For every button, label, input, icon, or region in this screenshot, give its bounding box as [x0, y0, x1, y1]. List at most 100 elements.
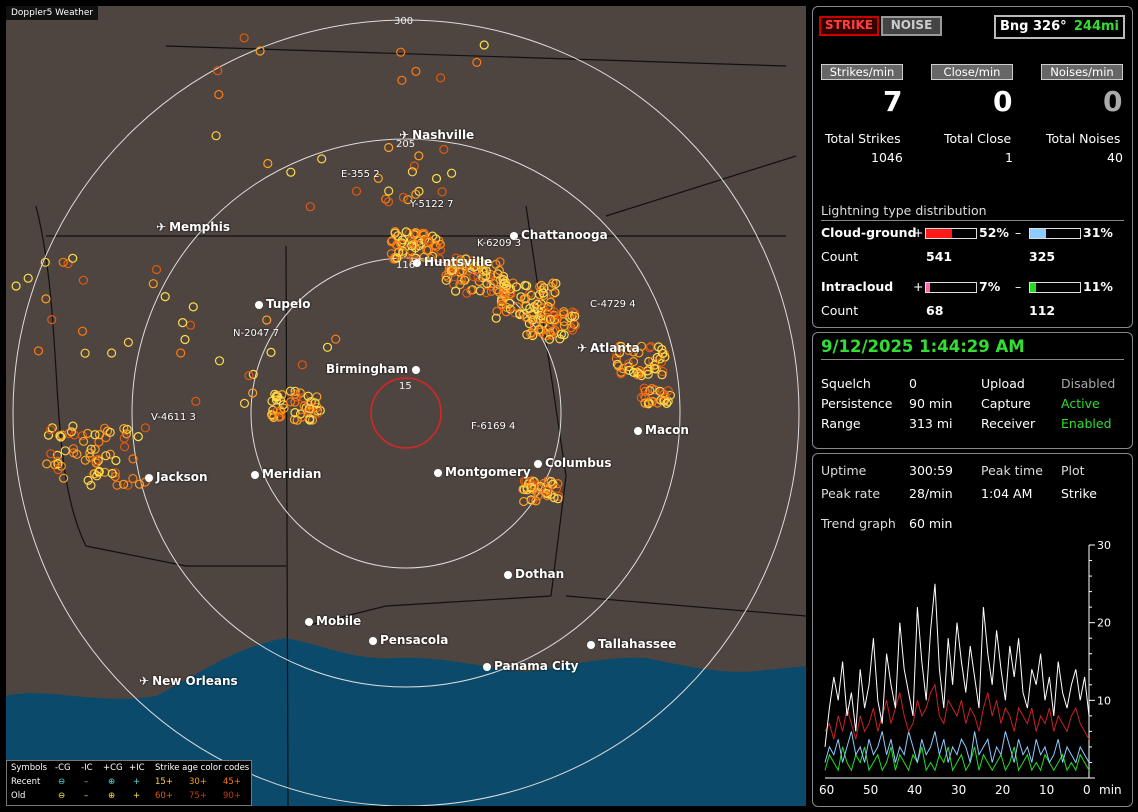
storm-cell-label[interactable]: V-4611 3: [151, 412, 196, 423]
x-unit-label: min: [1099, 783, 1122, 797]
strike-marker: [538, 288, 548, 298]
map-canvas: [6, 19, 806, 806]
strike-marker: [559, 309, 569, 319]
strike-marker: [399, 249, 410, 259]
strike-marker: [239, 398, 250, 408]
strike-marker: [263, 158, 273, 169]
strike-marker: [11, 281, 21, 291]
strike-marker: [47, 423, 57, 433]
neg-cg-symbol: ⊖: [58, 777, 66, 787]
plot-value[interactable]: Strike: [1061, 486, 1097, 501]
storm-cell-label[interactable]: N-2047 7: [233, 328, 280, 339]
close-per-min-value: 0: [993, 85, 1013, 118]
bearing-distance: 244mi: [1073, 19, 1119, 34]
strike-marker: [392, 253, 402, 263]
strike-marker: [273, 391, 283, 401]
strike-marker: [303, 391, 313, 401]
cg-positive-bar: [925, 228, 977, 239]
range-ring-label: 116: [396, 260, 416, 271]
y-tick-label: 20: [1097, 617, 1111, 630]
storm-cell-label[interactable]: F-6169 4: [471, 421, 516, 432]
strike-marker: [128, 454, 138, 464]
strike-marker: [427, 231, 438, 241]
strike-marker: [417, 229, 427, 239]
strike-marker: [658, 348, 668, 358]
strike-marker: [657, 370, 667, 380]
strike-marker: [93, 456, 103, 466]
storm-cell-label[interactable]: Y-5122 7: [410, 199, 454, 210]
bearing-label: Bng 326°: [1000, 19, 1067, 34]
strike-marker: [510, 308, 520, 318]
pos-cg-symbol: ⊕: [108, 777, 116, 787]
strike-marker: [151, 264, 162, 275]
ic-negative-pct: 11%: [1083, 279, 1113, 294]
strike-marker: [544, 334, 555, 344]
legend-old-label: Old: [11, 791, 26, 801]
strikes-per-min-header[interactable]: Strikes/min: [821, 64, 903, 80]
strike-marker: [191, 396, 201, 406]
strike-marker: [475, 286, 485, 296]
strike-marker: [64, 428, 74, 439]
ic-count-label: Count: [821, 303, 859, 318]
status-panel: 9/12/2025 1:44:29 AM Squelch 0 Upload Di…: [812, 332, 1133, 449]
strike-marker: [123, 337, 134, 347]
total-close-value: 1: [1005, 150, 1013, 165]
trend-graph-value[interactable]: 60 min: [909, 516, 953, 531]
lightning-map[interactable]: Doppler5 Weather 300 205 116 15 ✈ Nashvil…: [6, 6, 806, 806]
x-tick-label: 0: [1083, 783, 1091, 797]
strike-marker: [528, 330, 538, 341]
age-code: 30+: [189, 777, 207, 787]
city-nashville: ✈ Nashville: [399, 128, 475, 142]
legend-col: +CG: [103, 763, 123, 773]
strike-marker: [285, 397, 296, 407]
strike-button[interactable]: STRIKE: [819, 16, 879, 36]
strike-marker: [381, 194, 391, 204]
city-memphis: ✈ Memphis: [156, 220, 231, 234]
noises-per-min-header[interactable]: Noises/min: [1041, 64, 1123, 80]
strike-marker: [66, 427, 77, 437]
strike-marker: [519, 294, 529, 304]
strike-marker: [53, 465, 63, 475]
ic-negative-bar: [1029, 282, 1081, 293]
strike-marker: [451, 286, 461, 296]
close-per-min-header[interactable]: Close/min: [931, 64, 1013, 80]
age-code: 15+: [155, 777, 173, 787]
strike-marker: [317, 154, 327, 164]
peak-time-value: 1:04 AM: [981, 486, 1033, 501]
strike-marker: [502, 280, 512, 291]
strike-marker: [481, 288, 491, 298]
strike-marker: [148, 279, 158, 289]
strike-marker: [437, 187, 447, 197]
noise-button[interactable]: NOISE: [881, 16, 942, 36]
strike-marker: [649, 364, 660, 374]
legend-col: -CG: [55, 763, 71, 773]
strike-marker: [53, 459, 63, 469]
storm-cell-label[interactable]: C-4729 4: [590, 299, 636, 310]
strike-marker: [90, 456, 101, 466]
strike-marker: [160, 292, 170, 302]
strike-marker: [624, 362, 634, 372]
strike-marker: [63, 259, 73, 269]
strike-marker: [89, 469, 99, 479]
strike-marker: [497, 296, 507, 306]
city-meridian: Meridian: [251, 467, 321, 481]
strike-marker: [492, 285, 502, 295]
range-ring-label: 300: [394, 16, 414, 27]
strike-marker: [83, 428, 93, 438]
city-pensacola: Pensacola: [369, 633, 448, 647]
strike-marker: [613, 361, 624, 371]
strike-marker: [469, 259, 479, 269]
strike-marker: [271, 392, 281, 402]
strike-marker: [180, 334, 190, 345]
airport-icon: ✈: [399, 128, 410, 142]
strike-marker: [423, 236, 433, 246]
storm-cell-label[interactable]: K-6209 3: [477, 238, 522, 249]
strike-marker: [123, 480, 133, 490]
trend-graph: 30 20 10 60 50 40 30 20 10 0 min: [819, 539, 1122, 797]
storm-cell-label[interactable]: E-355 2: [341, 169, 380, 180]
strike-marker: [384, 142, 394, 153]
city-birmingham: Birmingham: [326, 362, 421, 376]
strike-marker: [211, 131, 221, 141]
strike-marker: [397, 75, 407, 85]
pos-ic-symbol: +: [133, 791, 141, 801]
